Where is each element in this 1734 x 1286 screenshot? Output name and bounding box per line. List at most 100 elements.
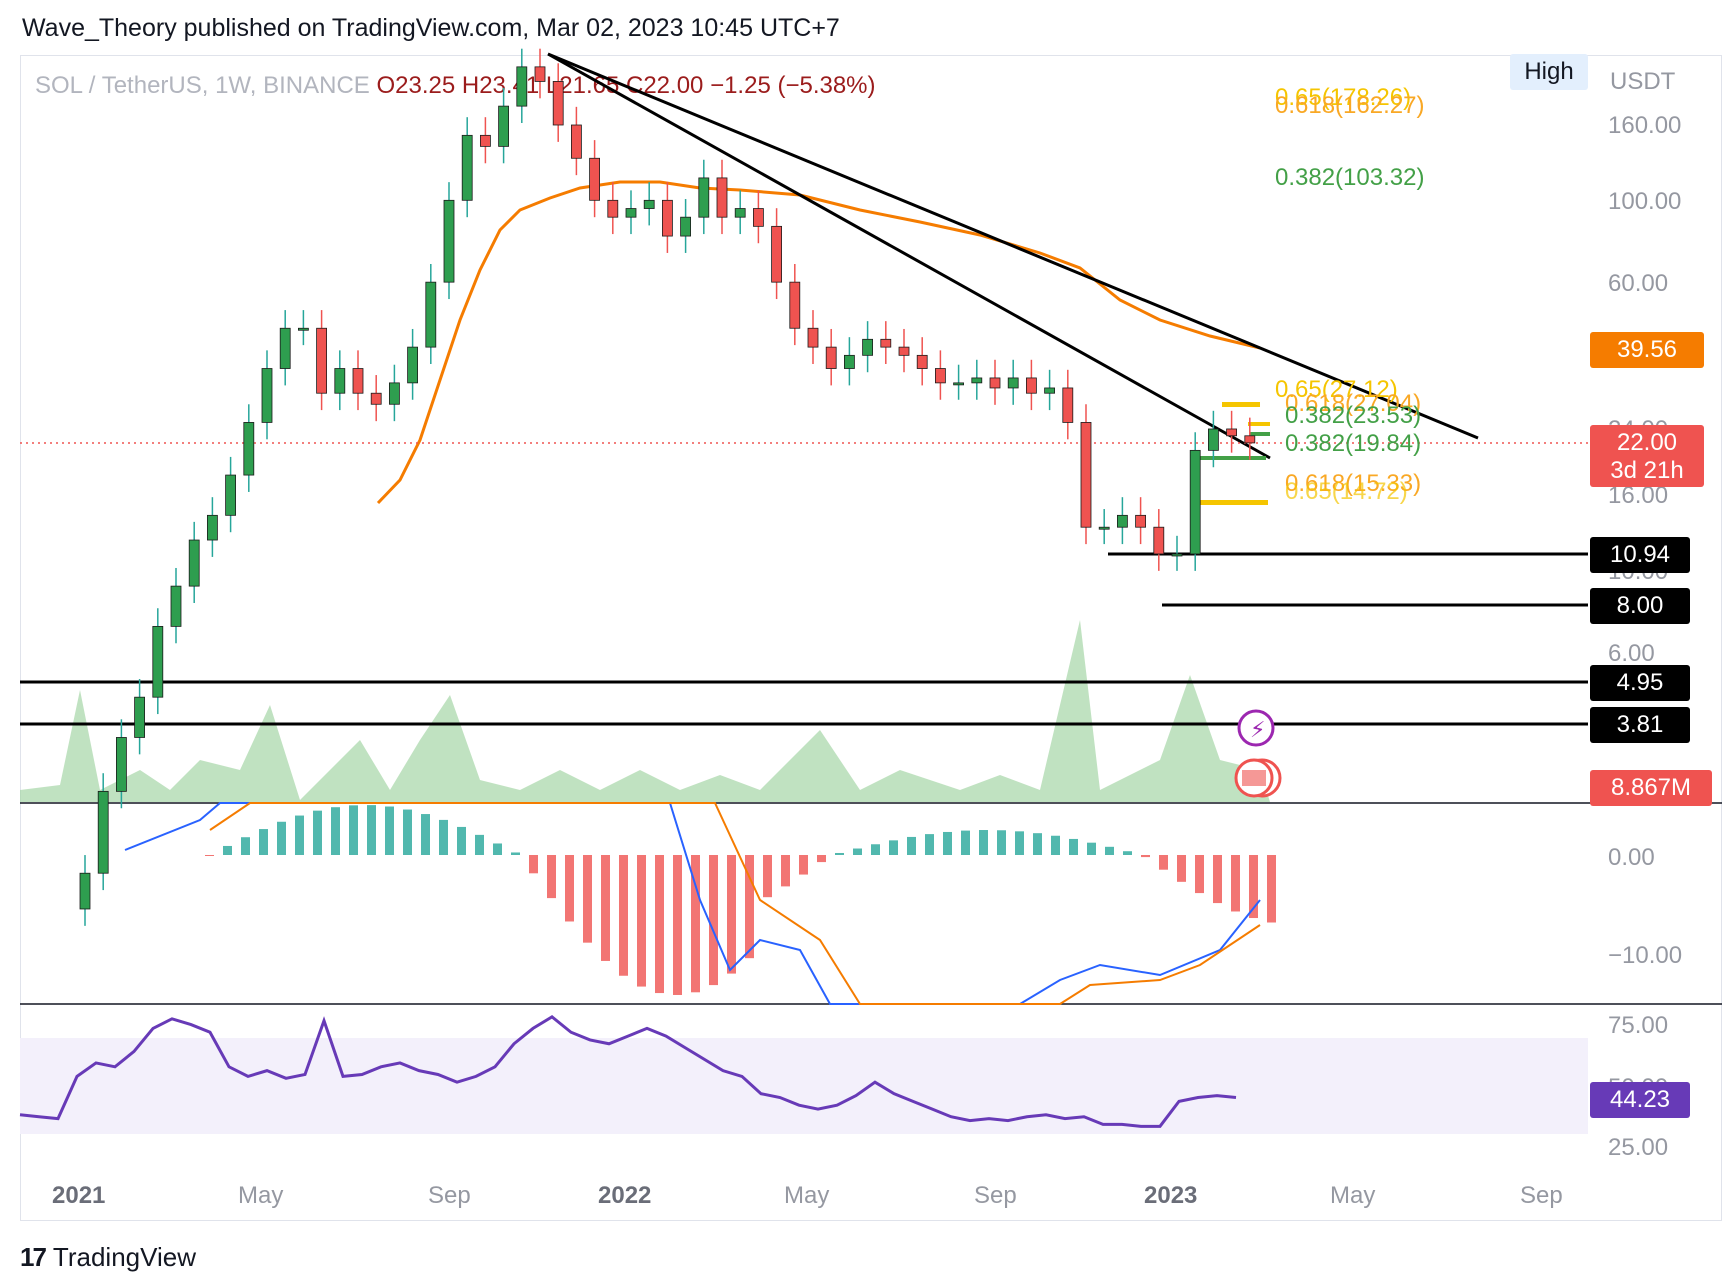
support-label-1094: 10.94 (1590, 537, 1690, 573)
macd-histogram-bar (1177, 855, 1186, 882)
candle-body (552, 81, 564, 126)
candle-body (334, 368, 346, 394)
candle-body (1098, 526, 1110, 530)
candle-body (898, 346, 910, 356)
candle-body (607, 199, 619, 218)
support-label-495: 4.95 (1590, 665, 1690, 701)
candle-body (188, 539, 200, 587)
ema-price-label: 39.56 (1590, 332, 1704, 368)
candle-body (1080, 422, 1092, 528)
candle-body (516, 66, 528, 107)
ytick-60: 60.00 (1608, 270, 1669, 297)
macd-histogram-bar (223, 845, 232, 855)
macd-histogram-bar (1195, 855, 1204, 894)
support-label-800: 8.00 (1590, 588, 1690, 624)
macd-histogram-bar (727, 855, 736, 974)
last-price-label: 22.00 3d 21h (1590, 425, 1704, 487)
candle-body (880, 338, 892, 348)
candle-body (134, 696, 146, 738)
macd-histogram-bar (529, 855, 538, 874)
macd-histogram-bar (385, 806, 394, 855)
ytick-macd-0: 0.00 (1608, 844, 1655, 871)
candle-body (152, 625, 164, 698)
candle-body (935, 368, 946, 384)
macd-histogram-bar (1213, 855, 1222, 904)
macd-histogram-bar (655, 855, 664, 994)
svg-text:⚡: ⚡ (1250, 718, 1265, 743)
candle-body (479, 134, 491, 147)
macd-histogram-bar (1249, 855, 1258, 919)
candle-body (316, 327, 328, 394)
candle-body (206, 514, 218, 541)
candle-body (498, 105, 510, 147)
candle-body (1135, 514, 1146, 528)
macd-histogram-bar (997, 830, 1006, 855)
macd-histogram-bar (349, 805, 358, 855)
candle-body (1226, 428, 1237, 437)
candle-body (771, 225, 782, 283)
candle-body (571, 124, 582, 159)
rsi-value-label: 44.23 (1590, 1082, 1690, 1118)
macd-pane (124, 802, 1276, 1005)
candle-body (443, 199, 455, 283)
candle-body (1171, 553, 1183, 557)
fib-label-0618-top: 0.618(162.27) (1275, 92, 1425, 119)
candle-body (279, 327, 291, 369)
macd-histogram-bar (313, 810, 322, 855)
macd-histogram-bar (205, 855, 214, 856)
fib-bar-green-low (1190, 456, 1266, 460)
publish-header: Wave_Theory published on TradingView.com… (22, 14, 840, 42)
volume-label: 8.867M (1590, 770, 1712, 806)
candle-body (753, 208, 764, 227)
symbol-pair: SOL / TetherUS, 1W, BINANCE (35, 72, 370, 99)
axis-unit-label: USDT (1610, 68, 1676, 95)
xtick-may-2023: May (1330, 1182, 1376, 1209)
candle-body (1208, 428, 1219, 451)
high-badge[interactable]: High (1510, 54, 1588, 90)
macd-histogram-bar (1105, 846, 1114, 855)
macd-histogram-bar (1123, 851, 1132, 855)
macd-histogram-bar (259, 829, 268, 855)
candle-body (1117, 514, 1128, 528)
ytick-macd-10: −10.00 (1608, 942, 1683, 969)
macd-histogram-bar (1051, 835, 1060, 855)
macd-histogram-bar (475, 834, 484, 855)
ytick-6: 6.00 (1608, 640, 1655, 667)
candle-body (388, 382, 400, 405)
xtick-2021: 2021 (52, 1182, 106, 1209)
candle-body (170, 585, 182, 627)
candle-body (261, 368, 273, 423)
candle-body (1189, 449, 1201, 555)
ytick-100: 100.00 (1608, 188, 1682, 215)
ytick-160: 160.00 (1608, 112, 1682, 139)
trendline-lower (547, 52, 1271, 460)
candle-body (534, 66, 546, 82)
candle-body (243, 422, 255, 476)
macd-histogram-bar (1087, 842, 1096, 855)
candle-body (825, 346, 837, 369)
xtick-sep-2022: Sep (974, 1182, 1017, 1209)
macd-histogram-bar (619, 855, 628, 976)
macd-histogram-bar (547, 855, 556, 899)
fib-label-0382-top: 0.382(103.32) (1275, 164, 1425, 191)
xtick-may-2022: May (784, 1182, 830, 1209)
macd-histogram-bar (583, 855, 592, 943)
candle-body (461, 134, 473, 201)
ytick-rsi-75: 75.00 (1608, 1012, 1669, 1039)
macd-histogram-bar (277, 821, 286, 855)
candle-body (643, 199, 655, 209)
macd-histogram-bar (925, 834, 934, 855)
candle-body (589, 157, 600, 201)
tradingview-logo[interactable]: 17 TradingView (20, 1242, 196, 1272)
macd-histogram-bar (493, 843, 502, 855)
ema-line (376, 180, 1261, 505)
candle-body (734, 208, 746, 218)
candle-body (1244, 435, 1256, 444)
candle-body (953, 382, 964, 386)
candle-body (1062, 387, 1074, 423)
candle-body (116, 737, 127, 792)
candle-countdown: 3d 21h (1610, 457, 1684, 484)
fib-label-065-low: 0.65(14.72) (1285, 478, 1408, 505)
candle-body (862, 338, 873, 356)
